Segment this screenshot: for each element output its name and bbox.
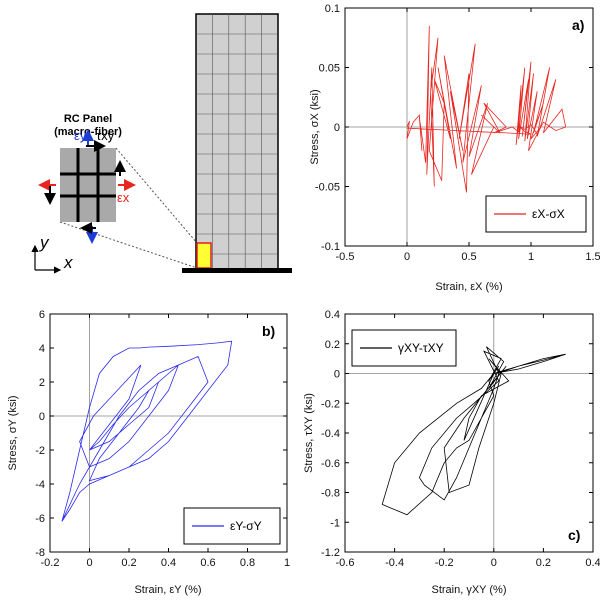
- chart-c-ytick-label: 0.2: [325, 339, 340, 351]
- chart-a-xlabel: Strain, εX (%): [435, 281, 502, 293]
- chart-a-ticks: [344, 7, 594, 247]
- chart-c-series-line: [381, 346, 566, 516]
- chart-c-letter: c): [568, 527, 580, 543]
- chart-a-ytick-label: 0.1: [325, 3, 340, 15]
- coord-x-label: x: [63, 253, 73, 272]
- chart-a-xtick-label: 1: [528, 251, 534, 263]
- chart-c-xtick-label: 0.2: [536, 557, 551, 569]
- chart-a-xtick-label: -0.5: [336, 251, 355, 263]
- chart-c-tick-labels: -0.6 -0.4 -0.2 0 0.2 0.4 -1.2 -1 -0.8 -0.6 -0.4 -0.…: [321, 309, 600, 569]
- building-wall: [195, 13, 279, 270]
- chart-b-ytick-label: 6: [39, 309, 45, 321]
- rc-panel: [60, 148, 116, 222]
- illustration: RC Panel (macro-fiber) εy τxy εx y x: [31, 13, 292, 274]
- chart-b-xtick-label: 0.8: [240, 557, 255, 569]
- chart-a-legend-label: εX-σX: [532, 207, 565, 221]
- ex-label: εx: [117, 190, 130, 205]
- chart-c-ytick-label: -0.4: [321, 428, 340, 440]
- chart-b-xtick-label: 0.6: [200, 557, 215, 569]
- chart-c-ytick-label: -0.6: [321, 458, 340, 470]
- chart-b-ytick-label: -6: [35, 513, 45, 525]
- chart-b-ticks: [49, 313, 288, 553]
- chart-a-series-line: [406, 25, 567, 193]
- chart-c: -0.6 -0.4 -0.2 0 0.2 0.4 -1.2 -1 -0.8 -0.6 -0.4 -0.…: [303, 309, 600, 596]
- chart-c-ylabel: Stress, τXY (ksi): [303, 393, 315, 473]
- chart-b-xtick-label: 1: [284, 557, 290, 569]
- chart-c-xtick-label: 0.4: [585, 557, 600, 569]
- chart-b-xtick-label: 0: [86, 557, 92, 569]
- chart-b-ytick-label: 0: [39, 411, 45, 423]
- chart-c-legend: γXY-τXY: [351, 329, 457, 367]
- chart-a-ytick-label: -0.05: [315, 182, 340, 194]
- chart-b-xtick-label: -0.2: [41, 557, 60, 569]
- chart-a-letter: a): [572, 17, 584, 33]
- chart-c-ytick-label: -0.2: [321, 398, 340, 410]
- chart-c-ytick-label: -1.2: [321, 547, 340, 559]
- chart-b-series-line: [61, 340, 233, 522]
- chart-c-ticks: [344, 313, 594, 553]
- chart-b-ylabel: Stress, σY (ksi): [7, 395, 19, 470]
- rc-panel-rebars: [60, 148, 116, 222]
- chart-c-legend-label: γXY-τXY: [398, 341, 444, 355]
- chart-b-legend: εY-σY: [183, 507, 281, 545]
- chart-b-tick-labels: -0.2 0 0.2 0.4 0.6 0.8 1 -8 -6 -4 -2 0 2 4 6: [35, 309, 290, 569]
- chart-c-xtick-label: -0.4: [385, 557, 404, 569]
- foundation: [182, 268, 292, 273]
- chart-c-xtick-label: 0: [491, 557, 497, 569]
- chart-b-legend-label: εY-σY: [230, 519, 262, 533]
- chart-b-ytick-label: -4: [35, 479, 45, 491]
- chart-b-zero-lines: [50, 314, 287, 552]
- coord-y-label: y: [39, 233, 50, 252]
- chart-a: -0.5 0 0.5 1 1.5 -0.1 -0.05 0 0.05 0.1 a) εX-σX S…: [309, 3, 600, 293]
- chart-c-ytick-label: -1: [330, 517, 340, 529]
- chart-c-xtick-label: -0.2: [435, 557, 454, 569]
- chart-b-letter: b): [262, 323, 275, 339]
- chart-a-xtick-label: 0.5: [461, 251, 476, 263]
- leader-line-bottom: [59, 221, 198, 269]
- chart-a-ytick-label: -0.1: [321, 241, 340, 253]
- txy-label: τxy: [96, 128, 115, 143]
- chart-c-ytick-label: -0.8: [321, 488, 340, 500]
- highlighted-element: [196, 242, 212, 269]
- chart-b-xtick-label: 0.4: [161, 557, 176, 569]
- chart-a-legend: εX-σX: [485, 195, 587, 233]
- chart-b-xlabel: Strain, εY (%): [134, 584, 201, 596]
- chart-a-ytick-label: 0: [334, 122, 340, 134]
- chart-c-ytick-label: 0.4: [325, 309, 340, 321]
- chart-a-xtick-label: 1.5: [585, 251, 600, 263]
- chart-b-ytick-label: 2: [39, 377, 45, 389]
- panel-title: RC Panel: [64, 113, 112, 125]
- chart-a-tick-labels: -0.5 0 0.5 1 1.5 -0.1 -0.05 0 0.05 0.1: [315, 3, 600, 263]
- chart-c-zero-lines: [345, 314, 593, 552]
- chart-a-ylabel: Stress, σX (ksi): [309, 89, 321, 164]
- leader-line-top: [115, 147, 198, 244]
- chart-c-xtick-label: -0.6: [336, 557, 355, 569]
- ey-label: εy: [74, 128, 87, 143]
- chart-a-ytick-label: 0.05: [319, 63, 340, 75]
- chart-c-ytick-label: 0: [334, 369, 340, 381]
- chart-b-ytick-label: -2: [35, 445, 45, 457]
- chart-a-xtick-label: 0: [404, 251, 410, 263]
- building-grid: [196, 14, 278, 269]
- chart-b-ytick-label: -8: [35, 547, 45, 559]
- chart-c-xlabel: Strain, γXY (%): [432, 584, 507, 596]
- chart-b-ytick-label: 4: [39, 343, 45, 355]
- chart-b-xtick-label: 0.2: [121, 557, 136, 569]
